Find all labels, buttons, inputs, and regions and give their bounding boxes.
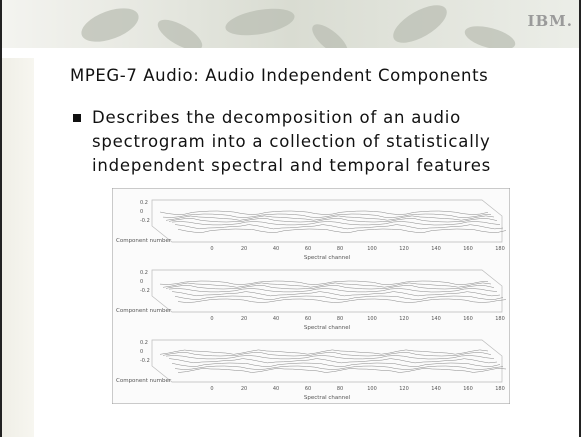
z-tick-label: 0.2 bbox=[140, 200, 148, 206]
x-tick-label: 140 bbox=[431, 246, 441, 252]
z-tick-label: 0.2 bbox=[140, 270, 148, 276]
x-tick-label: 180 bbox=[495, 386, 505, 392]
x-tick-label: 20 bbox=[241, 386, 247, 392]
bullet-text: Describes the decomposition of an audio … bbox=[92, 106, 532, 178]
z-tick-label: 0 bbox=[140, 279, 143, 285]
x-tick-label: 120 bbox=[399, 386, 409, 392]
side-strip bbox=[0, 0, 34, 437]
x-tick-label: 140 bbox=[431, 316, 441, 322]
x-tick-label: 60 bbox=[305, 246, 311, 252]
x-tick-label: 180 bbox=[495, 246, 505, 252]
x-tick-label: 60 bbox=[305, 386, 311, 392]
x-tick-label: 80 bbox=[337, 246, 343, 252]
x-tick-label: 120 bbox=[399, 246, 409, 252]
slide-title: MPEG-7 Audio: Audio Independent Componen… bbox=[70, 66, 488, 85]
x-tick-label: 160 bbox=[463, 386, 473, 392]
x-tick-label: 160 bbox=[463, 246, 473, 252]
y-axis-label: Component number bbox=[116, 378, 172, 384]
banner bbox=[0, 0, 581, 58]
x-tick-label: 0 bbox=[210, 386, 213, 392]
logo: IBM. bbox=[527, 12, 573, 30]
z-tick-label: -0.2 bbox=[140, 218, 150, 224]
x-tick-label: 20 bbox=[241, 246, 247, 252]
x-tick-label: 40 bbox=[273, 246, 279, 252]
z-tick-label: 0.2 bbox=[140, 340, 148, 346]
x-tick-label: 80 bbox=[337, 316, 343, 322]
y-axis-label: Component number bbox=[116, 308, 172, 314]
x-tick-label: 140 bbox=[431, 386, 441, 392]
x-axis-label: Spectral channel bbox=[304, 255, 351, 261]
z-tick-label: 0 bbox=[140, 209, 143, 215]
z-tick-label: -0.2 bbox=[140, 288, 150, 294]
z-tick-label: -0.2 bbox=[140, 358, 150, 364]
x-axis-label: Spectral channel bbox=[304, 325, 351, 331]
x-tick-label: 100 bbox=[367, 246, 377, 252]
bullet-marker bbox=[73, 114, 81, 122]
slide: IBM. MPEG-7 Audio: Audio Independent Com… bbox=[0, 0, 581, 437]
x-tick-label: 160 bbox=[463, 316, 473, 322]
y-axis-label: Component number bbox=[116, 238, 172, 244]
z-tick-label: 0 bbox=[140, 349, 143, 355]
x-tick-label: 100 bbox=[367, 316, 377, 322]
x-tick-label: 0 bbox=[210, 316, 213, 322]
x-tick-label: 20 bbox=[241, 316, 247, 322]
x-tick-label: 80 bbox=[337, 386, 343, 392]
figure: 0.2 0 -0.2 0 20 40 60 80 100 120 140 160 180 Componen… bbox=[112, 188, 510, 404]
x-tick-label: 100 bbox=[367, 386, 377, 392]
x-tick-label: 0 bbox=[210, 246, 213, 252]
x-tick-label: 120 bbox=[399, 316, 409, 322]
x-tick-label: 40 bbox=[273, 316, 279, 322]
x-tick-label: 60 bbox=[305, 316, 311, 322]
x-tick-label: 180 bbox=[495, 316, 505, 322]
x-tick-label: 40 bbox=[273, 386, 279, 392]
x-axis-label: Spectral channel bbox=[304, 395, 351, 401]
